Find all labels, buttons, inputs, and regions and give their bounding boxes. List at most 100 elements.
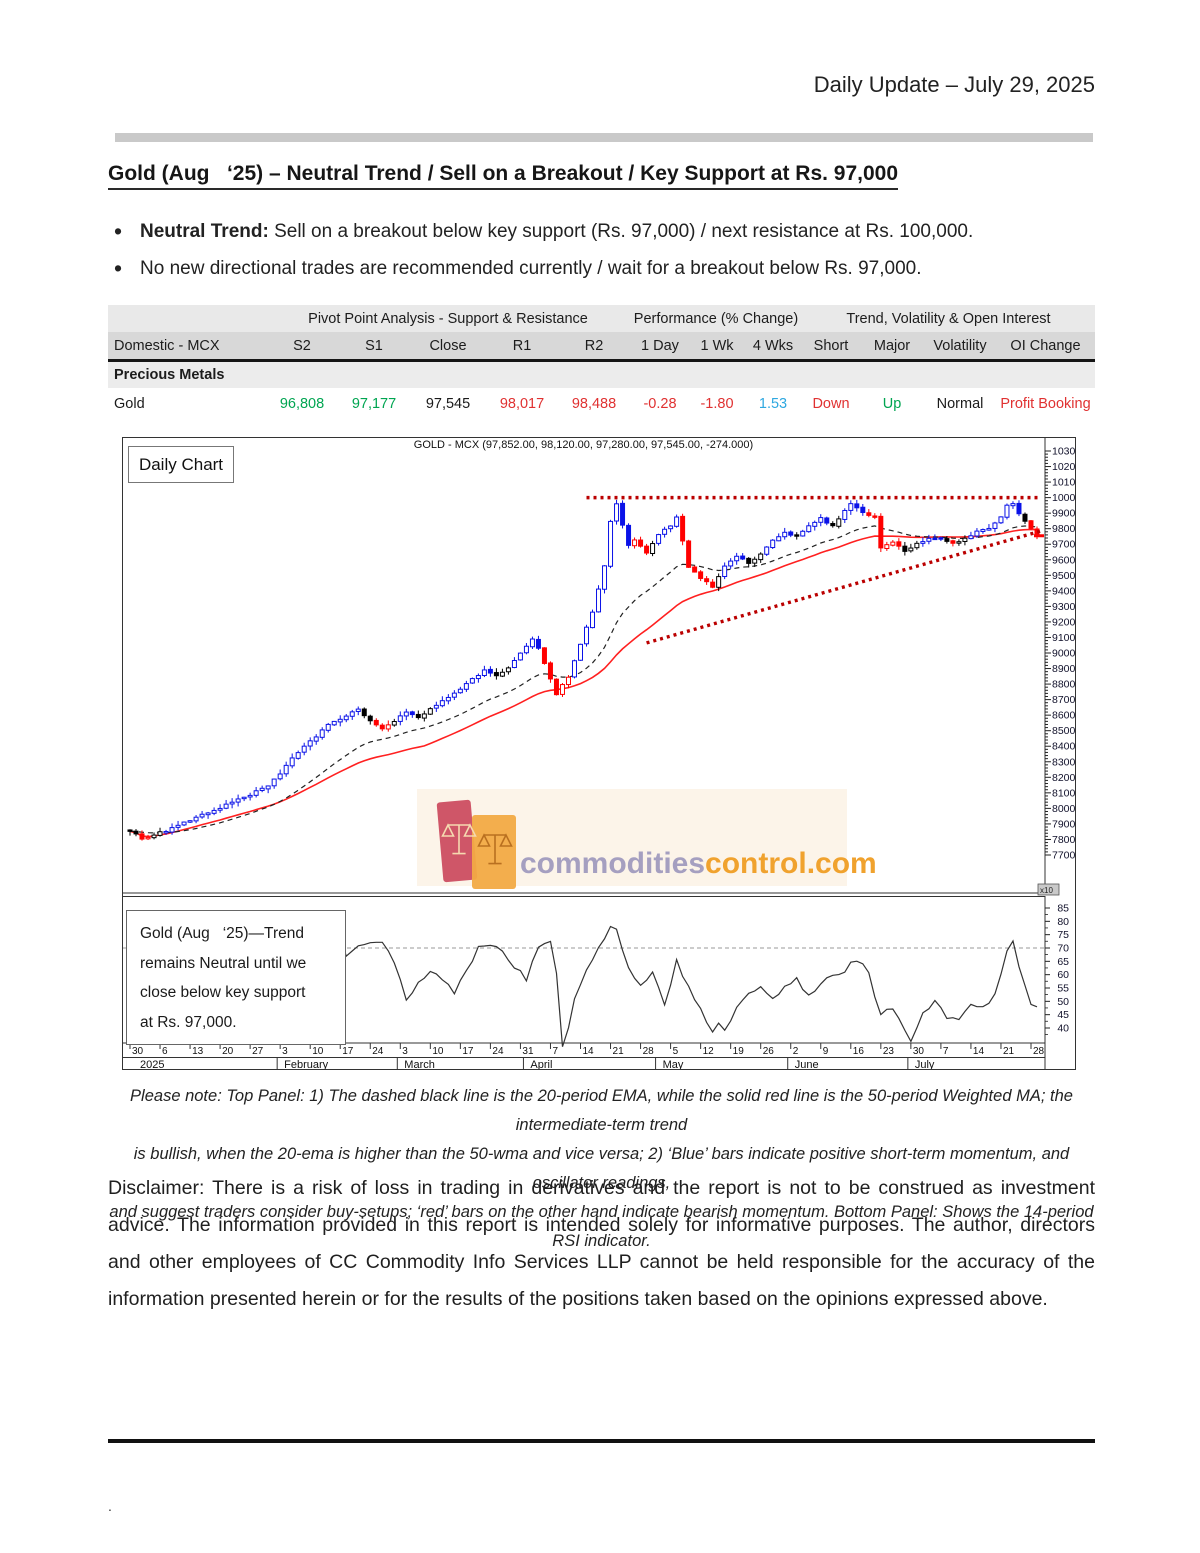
svg-text:5: 5: [673, 1046, 679, 1057]
table-group-header-row: Pivot Point Analysis - Support & Resista…: [108, 305, 1095, 332]
svg-text:3: 3: [402, 1046, 408, 1057]
svg-text:8200: 8200: [1052, 772, 1076, 784]
svg-text:7: 7: [943, 1046, 949, 1057]
svg-text:9900: 9900: [1052, 508, 1076, 520]
chart-footnote: Please note: Top Panel: 1) The dashed bl…: [108, 1082, 1095, 1256]
svg-text:13: 13: [192, 1046, 204, 1057]
chart-canvas: commoditiescontrol.com 7700 7800 7900 8000 81…: [122, 437, 1081, 1071]
table-cell: Down: [812, 396, 850, 412]
footnote-line: and suggest traders consider buy-setups;…: [109, 1203, 1094, 1250]
table-group-header: Trend, Volatility & Open Interest: [846, 310, 1051, 327]
bullet-lead: Neutral Trend:: [140, 221, 269, 242]
footnote-line: Please note: Top Panel: 1) The dashed bl…: [130, 1087, 1073, 1134]
table-column-header-row: Domestic - MCX S2 S1 Close R1 R2 1 Day 1 Wk 4 Wk…: [108, 332, 1095, 362]
svg-text:7900: 7900: [1052, 818, 1076, 830]
svg-text:9400: 9400: [1052, 585, 1076, 597]
svg-text:31: 31: [522, 1046, 534, 1057]
svg-text:3: 3: [282, 1046, 288, 1057]
bullet-text: Sell on a breakout below key support (Rs…: [268, 221, 974, 242]
svg-text:17: 17: [462, 1046, 474, 1057]
table-column-header: Short: [813, 337, 849, 354]
svg-text:7800: 7800: [1052, 834, 1076, 846]
table-cell: 96,808: [279, 396, 325, 412]
table-column-header: S2: [293, 337, 311, 354]
svg-text:8400: 8400: [1052, 741, 1076, 753]
table-column-header: 1 Wk: [700, 337, 734, 354]
svg-text:July: July: [915, 1059, 935, 1070]
table-group-header: Pivot Point Analysis - Support & Resista…: [308, 310, 588, 327]
svg-text:17: 17: [342, 1046, 354, 1057]
svg-text:21: 21: [613, 1046, 625, 1057]
svg-text:85: 85: [1057, 903, 1069, 915]
table-column-header: Volatility: [933, 337, 987, 354]
chart-annotation: Gold (Aug ‘25)—Trend remains Neutral unt…: [126, 910, 346, 1045]
table-cell: 97,545: [425, 396, 471, 412]
svg-text:8100: 8100: [1052, 787, 1076, 799]
chart-title: GOLD - MCX (97,852.00, 98,120.00, 97,280…: [413, 439, 754, 451]
svg-text:45: 45: [1057, 1009, 1069, 1021]
svg-text:20: 20: [222, 1046, 234, 1057]
svg-text:February: February: [284, 1059, 329, 1070]
svg-text:10: 10: [432, 1046, 444, 1057]
svg-text:9200: 9200: [1052, 616, 1076, 628]
svg-text:9800: 9800: [1052, 523, 1076, 535]
svg-text:65: 65: [1057, 956, 1069, 968]
footnote-line: is bullish, when the 20-ema is higher th…: [133, 1145, 1070, 1192]
table-cell: 97,177: [351, 396, 397, 412]
svg-text:8800: 8800: [1052, 679, 1076, 691]
table-column-header: Domestic - MCX: [114, 337, 220, 354]
table-column-header: S1: [365, 337, 383, 354]
table-column-header: 1 Day: [641, 337, 679, 354]
table-column-header: OI Change: [1010, 337, 1081, 354]
page-header-date: Daily Update – July 29, 2025: [813, 72, 1095, 97]
table-section-row: Precious Metals: [108, 362, 1095, 388]
table-cell: 98,017: [499, 396, 545, 412]
svg-text:10: 10: [312, 1046, 324, 1057]
svg-text:6: 6: [162, 1046, 168, 1057]
disclaimer-text: Disclaimer: There is a risk of loss in t…: [108, 1177, 1095, 1310]
table-cell: 98,488: [571, 396, 617, 412]
svg-text:28: 28: [643, 1046, 655, 1057]
svg-text:24: 24: [492, 1046, 504, 1057]
table-cell: Up: [882, 396, 902, 412]
table-cell: -1.80: [700, 396, 734, 412]
svg-text:12: 12: [703, 1046, 715, 1057]
svg-text:60: 60: [1057, 969, 1069, 981]
svg-text:9: 9: [823, 1046, 829, 1057]
table-cell: Gold: [114, 396, 145, 412]
table-cell: Normal: [936, 396, 984, 412]
svg-text:50: 50: [1057, 996, 1069, 1008]
svg-text:March: March: [404, 1059, 435, 1070]
svg-text:30: 30: [913, 1046, 925, 1057]
table-column-header: Close: [429, 337, 467, 354]
svg-text:16: 16: [853, 1046, 865, 1057]
bullet-no-new-trades: No new directional trades are recommende…: [114, 255, 1070, 282]
svg-text:2: 2: [793, 1046, 799, 1057]
bullet-neutral-trend: Neutral Trend: Sell on a breakout below …: [114, 218, 1070, 245]
svg-text:70: 70: [1057, 943, 1069, 955]
svg-text:April: April: [530, 1059, 552, 1070]
svg-text:27: 27: [252, 1046, 264, 1057]
table-column-header: R1: [512, 337, 532, 354]
svg-text:8000: 8000: [1052, 803, 1076, 815]
svg-text:x10: x10: [1040, 886, 1053, 895]
svg-text:19: 19: [733, 1046, 745, 1057]
svg-text:30: 30: [132, 1046, 144, 1057]
svg-text:7700: 7700: [1052, 850, 1076, 862]
svg-text:23: 23: [883, 1046, 895, 1057]
svg-text:14: 14: [582, 1046, 594, 1057]
svg-text:9300: 9300: [1052, 601, 1076, 613]
svg-text:55: 55: [1057, 983, 1069, 995]
table-cell: 1.53: [758, 396, 788, 412]
table-cell: -0.28: [643, 396, 677, 412]
bullet-text: No new directional trades are recommende…: [140, 258, 922, 279]
pivot-table: Pivot Point Analysis - Support & Resista…: [108, 305, 1095, 420]
svg-text:2025: 2025: [140, 1059, 164, 1070]
svg-text:June: June: [795, 1059, 819, 1070]
svg-text:10200: 10200: [1052, 461, 1076, 473]
svg-text:8500: 8500: [1052, 725, 1076, 737]
chart-panel-label: Daily Chart: [128, 446, 234, 483]
svg-text:commoditiescontrol.com: commoditiescontrol.com: [520, 847, 877, 880]
svg-text:28: 28: [1033, 1046, 1045, 1057]
